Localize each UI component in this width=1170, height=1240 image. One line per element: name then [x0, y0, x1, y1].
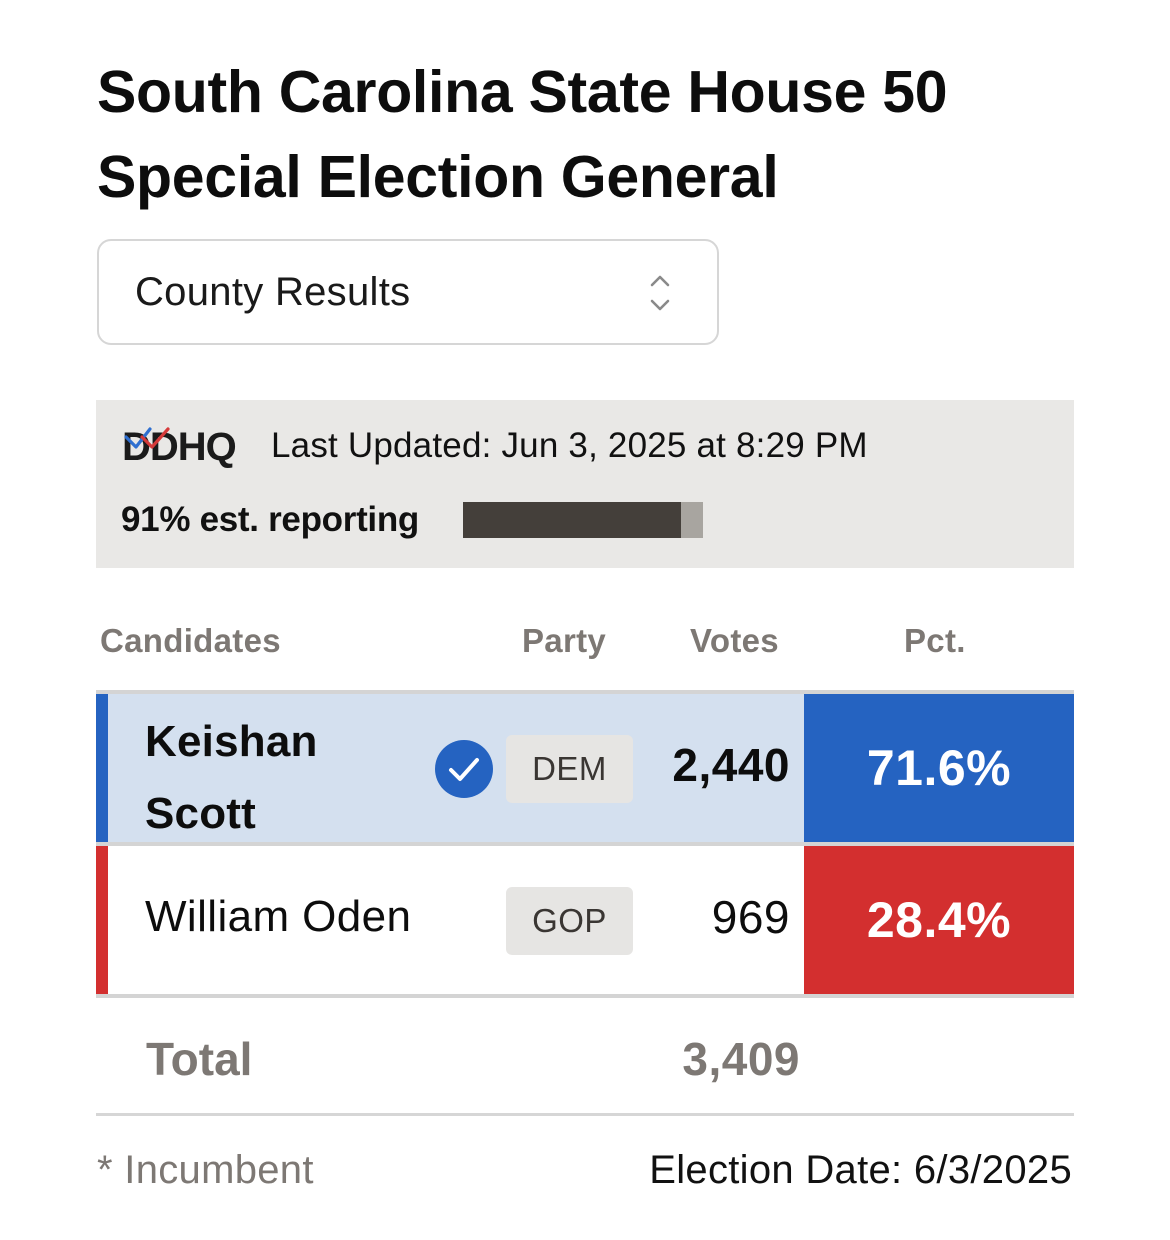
reporting-progress-fill: [463, 502, 682, 538]
total-votes: 3,409: [682, 1033, 800, 1085]
title-line-1: South Carolina State House 50: [97, 59, 948, 125]
table-row: William Oden GOP 969 28.4%: [96, 846, 1074, 994]
checkmark-logo-icon: [124, 427, 170, 449]
election-date: Election Date: 6/3/2025: [649, 1148, 1072, 1192]
table-row: Keishan Scott DEM 2,440 71.6%: [96, 694, 1074, 842]
vote-percent: 71.6%: [866, 740, 1012, 796]
winner-check-icon: [435, 740, 493, 798]
reporting-status-box: DDHQ Last Updated: Jun 3, 2025 at 8:29 P…: [96, 400, 1074, 568]
vote-percent: 28.4%: [866, 892, 1012, 948]
party-color-bar: [96, 694, 108, 842]
header-pct: Pct.: [904, 622, 966, 659]
table-divider: [96, 842, 1074, 846]
footer-divider: [96, 1113, 1074, 1116]
title-line-2: Special Election General: [97, 144, 779, 210]
header-votes: Votes: [690, 622, 779, 659]
total-label: Total: [146, 1033, 253, 1085]
vote-count: 2,440: [672, 739, 790, 791]
party-badge: GOP: [506, 887, 633, 955]
incumbent-note: * Incumbent: [97, 1148, 314, 1192]
chevron-up-down-icon: [650, 275, 670, 311]
results-view-select[interactable]: County Results: [97, 239, 719, 345]
reporting-label: 91% est. reporting: [121, 500, 420, 539]
ddhq-logo: DDHQ: [122, 424, 237, 469]
select-value: County Results: [135, 269, 411, 314]
candidate-name: William Oden: [145, 892, 412, 941]
last-updated-text: Last Updated: Jun 3, 2025 at 8:29 PM: [271, 426, 868, 465]
candidate-name: Keishan Scott: [145, 717, 318, 838]
table-divider: [96, 994, 1074, 998]
reporting-progress-bar: [463, 502, 703, 538]
table-divider: [96, 690, 1074, 694]
party-color-bar: [96, 846, 108, 994]
party-badge: DEM: [506, 735, 633, 803]
header-party: Party: [522, 622, 607, 659]
header-candidates: Candidates: [100, 622, 281, 659]
page-title: South Carolina State House 50 Special El…: [97, 50, 1057, 220]
ddhq-logo-text: DDHQ: [122, 424, 237, 469]
percent-cell: 28.4%: [804, 846, 1074, 994]
percent-cell: 71.6%: [804, 694, 1074, 842]
vote-count: 969: [711, 891, 790, 943]
